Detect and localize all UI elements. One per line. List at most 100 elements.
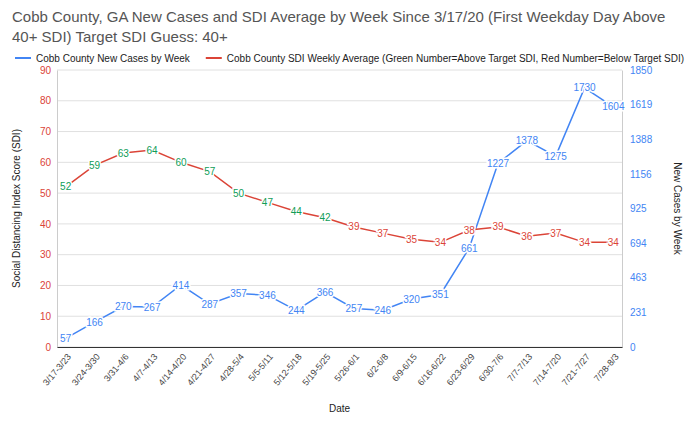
tick: 7/7-7/13 [505, 347, 534, 384]
tick: 5/26-6/1 [332, 347, 361, 384]
tick: 0 [45, 342, 57, 353]
data-label: 39 [492, 221, 504, 232]
tick: 6/16-6/22 [416, 347, 448, 387]
data-label: 357 [230, 288, 247, 299]
tick: 0 [622, 342, 636, 353]
data-label: 63 [118, 148, 130, 159]
tick-label: 70 [40, 126, 52, 137]
legend-item: Cobb County New Cases by Week [15, 53, 191, 64]
tick-label: 3/24-3/30 [70, 352, 102, 388]
tick: 90 [40, 65, 57, 76]
data-label: 52 [60, 181, 72, 192]
tick: 3/24-3/30 [70, 347, 102, 387]
data-label: 351 [432, 289, 449, 300]
data-label: 37 [377, 228, 389, 239]
tick: 1850 [622, 65, 653, 76]
data-label: 60 [175, 157, 187, 168]
data-label: 47 [262, 197, 274, 208]
data-label: 244 [288, 305, 305, 316]
tick: 4/14-4/20 [156, 347, 188, 387]
tick: 925 [622, 203, 647, 214]
legend: Cobb County New Cases by WeekCobb County… [15, 53, 684, 64]
tick: 231 [622, 307, 647, 318]
data-label: 38 [464, 225, 476, 236]
tick-label: 694 [630, 238, 647, 249]
y-axis: 0102030405060708090 [40, 65, 58, 353]
grid-line [57, 162, 622, 163]
tick: 20 [40, 280, 57, 291]
grid-line [57, 316, 622, 317]
y2-axis-title: New Cases by Week [672, 162, 683, 256]
tick-label: 6/23-6/29 [445, 352, 477, 388]
tick: 7/21-7/27 [560, 347, 592, 387]
data-label: 39 [348, 221, 360, 232]
data-label: 1275 [545, 151, 568, 162]
tick-label: 6/30-7/6 [477, 352, 506, 384]
tick: 1156 [622, 169, 652, 180]
tick-label: 5/19-5/25 [300, 352, 332, 388]
tick-label: 7/28-8/3 [592, 352, 621, 384]
data-label: 661 [461, 243, 478, 254]
y-axis-title: Social Distancing Index Score (SDI) [11, 129, 22, 288]
tick-label: 20 [40, 280, 52, 291]
tick-label: 5/26-6/1 [332, 352, 361, 384]
tick-label: 4/7-4/13 [131, 352, 160, 384]
tick-label: 4/14-4/20 [156, 352, 188, 388]
grid-line [57, 223, 622, 224]
tick: 463 [622, 272, 647, 283]
axis-line [58, 347, 623, 348]
tick: 4/28-5/4 [217, 347, 246, 384]
tick: 5/12-5/18 [272, 347, 304, 387]
tick: 6/30-7/6 [477, 347, 506, 384]
data-label: 44 [291, 206, 303, 217]
tick-label: 925 [630, 203, 647, 214]
tick: 694 [622, 238, 647, 249]
data-label: 34 [579, 237, 591, 248]
tick: 80 [40, 95, 57, 106]
data-label: 57 [60, 333, 72, 344]
data-label: 59 [89, 160, 101, 171]
tick-label: 30 [40, 249, 52, 260]
tick-label: 6/2-6/8 [365, 352, 391, 380]
data-label: 57 [204, 166, 216, 177]
tick-label: 3/31-4/6 [102, 352, 131, 384]
tick: 1619 [622, 99, 653, 110]
tick-label: 1850 [630, 65, 653, 76]
tick-label: 7/14-7/20 [531, 352, 563, 388]
tick-label: 0 [630, 342, 636, 353]
data-label: 366 [317, 287, 334, 298]
tick: 6/23-6/29 [445, 347, 477, 387]
y2-axis: 02314636949251156138816191850 [622, 65, 653, 353]
axis-line [57, 71, 58, 348]
tick: 4/21-4/27 [185, 347, 217, 387]
grid-line [57, 254, 622, 255]
tick-label: 80 [40, 95, 52, 106]
tick: 7/28-8/3 [592, 347, 621, 384]
tick-label: 40 [40, 219, 52, 230]
data-label: 50 [233, 188, 245, 199]
tick-label: 1619 [630, 99, 653, 110]
grid-line [57, 70, 622, 71]
legend-swatch [206, 57, 222, 59]
tick-label: 0 [45, 342, 51, 353]
series-line [66, 150, 614, 242]
data-label: 42 [320, 212, 332, 223]
data-label: 246 [374, 305, 391, 316]
data-label: 34 [435, 237, 447, 248]
data-label: 270 [115, 301, 132, 312]
series-line [66, 88, 614, 338]
tick-label: 231 [630, 307, 647, 318]
tick: 6/9-6/15 [390, 347, 419, 384]
data-label: 1604 [602, 101, 625, 112]
tick-label: 3/17-3/23 [41, 352, 73, 388]
tick-label: 6/9-6/15 [390, 352, 419, 384]
data-label: 346 [259, 290, 276, 301]
tick-label: 5/12-5/18 [272, 352, 304, 388]
tick-label: 7/7-7/13 [505, 352, 534, 384]
tick: 60 [40, 157, 57, 168]
tick: 40 [40, 219, 57, 230]
tick-label: 6/16-6/22 [416, 352, 448, 388]
x-axis-title: Date [329, 403, 351, 414]
data-label: 166 [86, 317, 103, 328]
data-label: 34 [608, 237, 620, 248]
